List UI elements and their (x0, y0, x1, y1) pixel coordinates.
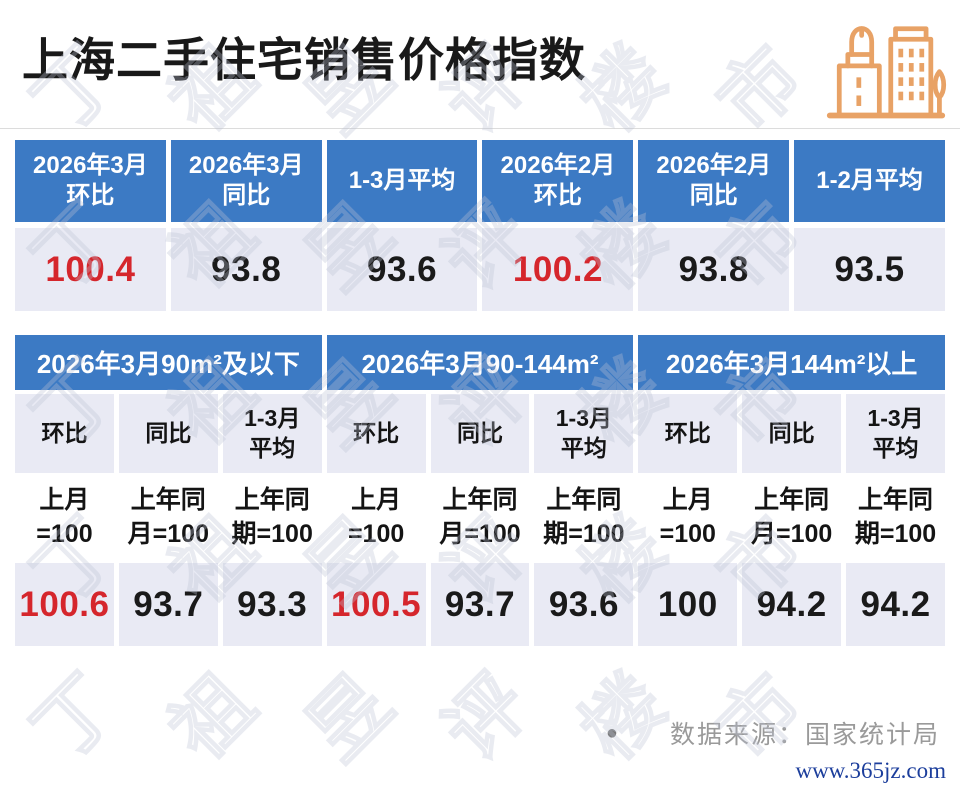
t2-base-label: 上年同 月=100 (742, 477, 842, 559)
t2-subheader-cell: 同比 (742, 394, 842, 473)
t1-value-cell: 100.2 (482, 228, 634, 311)
t2-value-cell: 93.3 (222, 563, 322, 646)
t2-subheader-cell: 环比 (326, 394, 426, 473)
city-buildings-icon (826, 26, 947, 119)
t2-subheader-cell: 环比 (15, 394, 114, 473)
t1-header-cell: 1-2月平均 (794, 140, 945, 222)
t1-header-cell: 2026年3月 同比 (170, 140, 322, 222)
t1-header-cell: 2026年2月 环比 (482, 140, 634, 222)
t2-value-cell: 100.5 (326, 563, 426, 646)
footer: ● 数据来源：国家统计局 (0, 714, 960, 752)
t2-base-label: 上年同 月=100 (430, 477, 530, 559)
t2-subheader-cell: 1-3月 平均 (846, 394, 945, 473)
summary-table: 2026年3月 环比 2026年3月 同比 1-3月平均 2026年2月 环比 … (15, 140, 945, 311)
t1-header-cell: 2026年3月 环比 (15, 140, 166, 222)
data-source-label: 数据来源：国家统计局 (669, 721, 940, 749)
watermark-char: 楼 (515, 766, 723, 787)
t1-value-cell: 93.6 (326, 228, 478, 311)
site-link[interactable]: www.365jz.com (795, 758, 946, 783)
t2-value-cell: 94.2 (846, 563, 945, 646)
t2-subheader-cell: 环比 (638, 394, 738, 473)
t2-base-label: 上年同 月=100 (118, 477, 218, 559)
t2-group-header: 2026年3月90m²及以下 (15, 335, 322, 390)
watermark-char: 祖 (104, 766, 312, 787)
watermark-char: 丁 (0, 766, 174, 787)
size-breakdown-table: 2026年3月90m²及以下 2026年3月90-144m² 2026年3月14… (15, 335, 945, 646)
t2-group-header: 2026年3月144m²以上 (638, 335, 945, 390)
t2-group-header: 2026年3月90-144m² (326, 335, 634, 390)
t2-value-cell: 100.6 (15, 563, 114, 646)
t2-value-cell: 93.6 (534, 563, 634, 646)
t2-value-cell: 93.7 (118, 563, 218, 646)
t1-value-cell: 100.4 (15, 228, 166, 311)
t1-value-cell: 93.5 (794, 228, 945, 311)
watermark-char: 昱 (241, 766, 449, 787)
t1-header-cell: 1-3月平均 (326, 140, 478, 222)
page-header: 上海二手住宅销售价格指数 (0, 0, 960, 129)
bullet-dot-icon: ● (605, 722, 618, 744)
t2-base-label: 上年同 期=100 (534, 477, 634, 559)
t2-subheader-cell: 1-3月 平均 (534, 394, 634, 473)
t2-value-cell: 93.7 (430, 563, 530, 646)
t2-base-label: 上月 =100 (326, 477, 426, 559)
t2-subheader-cell: 1-3月 平均 (222, 394, 322, 473)
t1-header-cell: 2026年2月 同比 (638, 140, 790, 222)
t1-value-cell: 93.8 (638, 228, 790, 311)
t2-subheader-cell: 同比 (430, 394, 530, 473)
watermark-char: 评 (378, 766, 586, 787)
t2-base-label: 上月 =100 (15, 477, 114, 559)
t2-value-cell: 100 (638, 563, 738, 646)
t2-base-label: 上年同 期=100 (846, 477, 945, 559)
t1-value-cell: 93.8 (170, 228, 322, 311)
t2-base-label: 上年同 期=100 (222, 477, 322, 559)
page-title: 上海二手住宅销售价格指数 (22, 34, 586, 86)
t2-subheader-cell: 同比 (118, 394, 218, 473)
t2-base-label: 上月 =100 (638, 477, 738, 559)
t2-value-cell: 94.2 (742, 563, 842, 646)
